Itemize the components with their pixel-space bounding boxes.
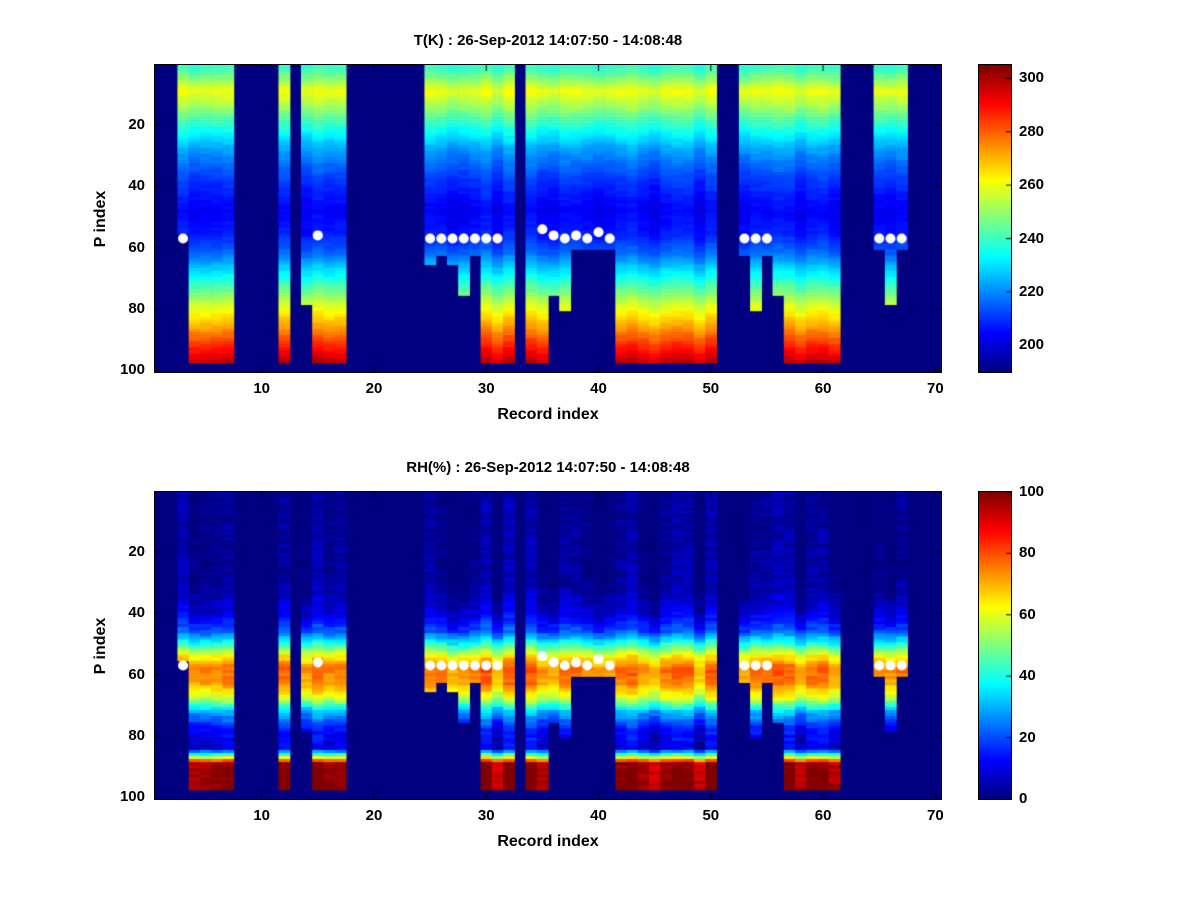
- x-tick-label: 50: [702, 807, 720, 824]
- y-tick-label: 100: [119, 361, 145, 379]
- y-tick-label: 80: [128, 727, 145, 745]
- y-tick-label: 80: [128, 300, 145, 318]
- y-tick-label: 60: [128, 665, 145, 683]
- humidity-colorbar-canvas: [979, 492, 1011, 799]
- humidity-xaxis-label: Record index: [497, 833, 599, 850]
- x-tick-label: 70: [927, 807, 944, 824]
- temperature-colorbar: [978, 64, 1012, 373]
- colorbar-tick-label: 60: [1019, 605, 1036, 623]
- x-tick-label: 20: [365, 807, 383, 824]
- y-tick-label: 100: [119, 788, 145, 806]
- y-tick-label: 40: [128, 177, 145, 195]
- temperature-chart-title: T(K) : 26-Sep-2012 14:07:50 - 14:08:48: [413, 32, 683, 49]
- colorbar-tick-label: 80: [1019, 544, 1036, 562]
- humidity-chart-title: RH(%) : 26-Sep-2012 14:07:50 - 14:08:48: [406, 459, 690, 476]
- temperature-heatmap-canvas: [155, 65, 941, 372]
- colorbar-tick-label: 40: [1019, 667, 1036, 685]
- colorbar-tick-label: 300: [1019, 69, 1045, 87]
- x-tick-label: 40: [590, 807, 607, 824]
- x-tick-label: 10: [253, 380, 270, 397]
- colorbar-tick-label: 20: [1019, 728, 1036, 746]
- y-tick-label: 40: [128, 604, 145, 622]
- temperature-heatmap-plot: [154, 64, 942, 373]
- x-tick-label: 50: [702, 380, 720, 397]
- colorbar-tick-label: 220: [1019, 282, 1045, 300]
- x-tick-label: 10: [253, 807, 270, 824]
- humidity-colorbar: [978, 491, 1012, 800]
- y-tick-label: 60: [128, 238, 145, 256]
- humidity-heatmap-canvas: [155, 492, 941, 799]
- x-tick-label: 60: [814, 807, 832, 824]
- x-tick-label: 70: [927, 380, 944, 397]
- colorbar-tick-label: 240: [1019, 229, 1045, 247]
- y-tick-label: 20: [128, 542, 145, 560]
- x-tick-label: 30: [477, 807, 495, 824]
- y-tick-label: 20: [128, 115, 145, 133]
- x-tick-label: 40: [590, 380, 607, 397]
- temperature-xaxis-label: Record index: [497, 406, 599, 423]
- colorbar-tick-label: 100: [1019, 483, 1045, 500]
- colorbar-tick-label: 0: [1019, 790, 1028, 807]
- colorbar-tick-label: 200: [1019, 336, 1045, 354]
- temperature-colorbar-canvas: [979, 65, 1011, 372]
- x-tick-label: 60: [814, 380, 832, 397]
- x-tick-label: 20: [365, 380, 383, 397]
- colorbar-tick-label: 280: [1019, 122, 1045, 140]
- x-tick-label: 30: [477, 380, 495, 397]
- humidity-heatmap-plot: [154, 491, 942, 800]
- colorbar-tick-label: 260: [1019, 176, 1045, 194]
